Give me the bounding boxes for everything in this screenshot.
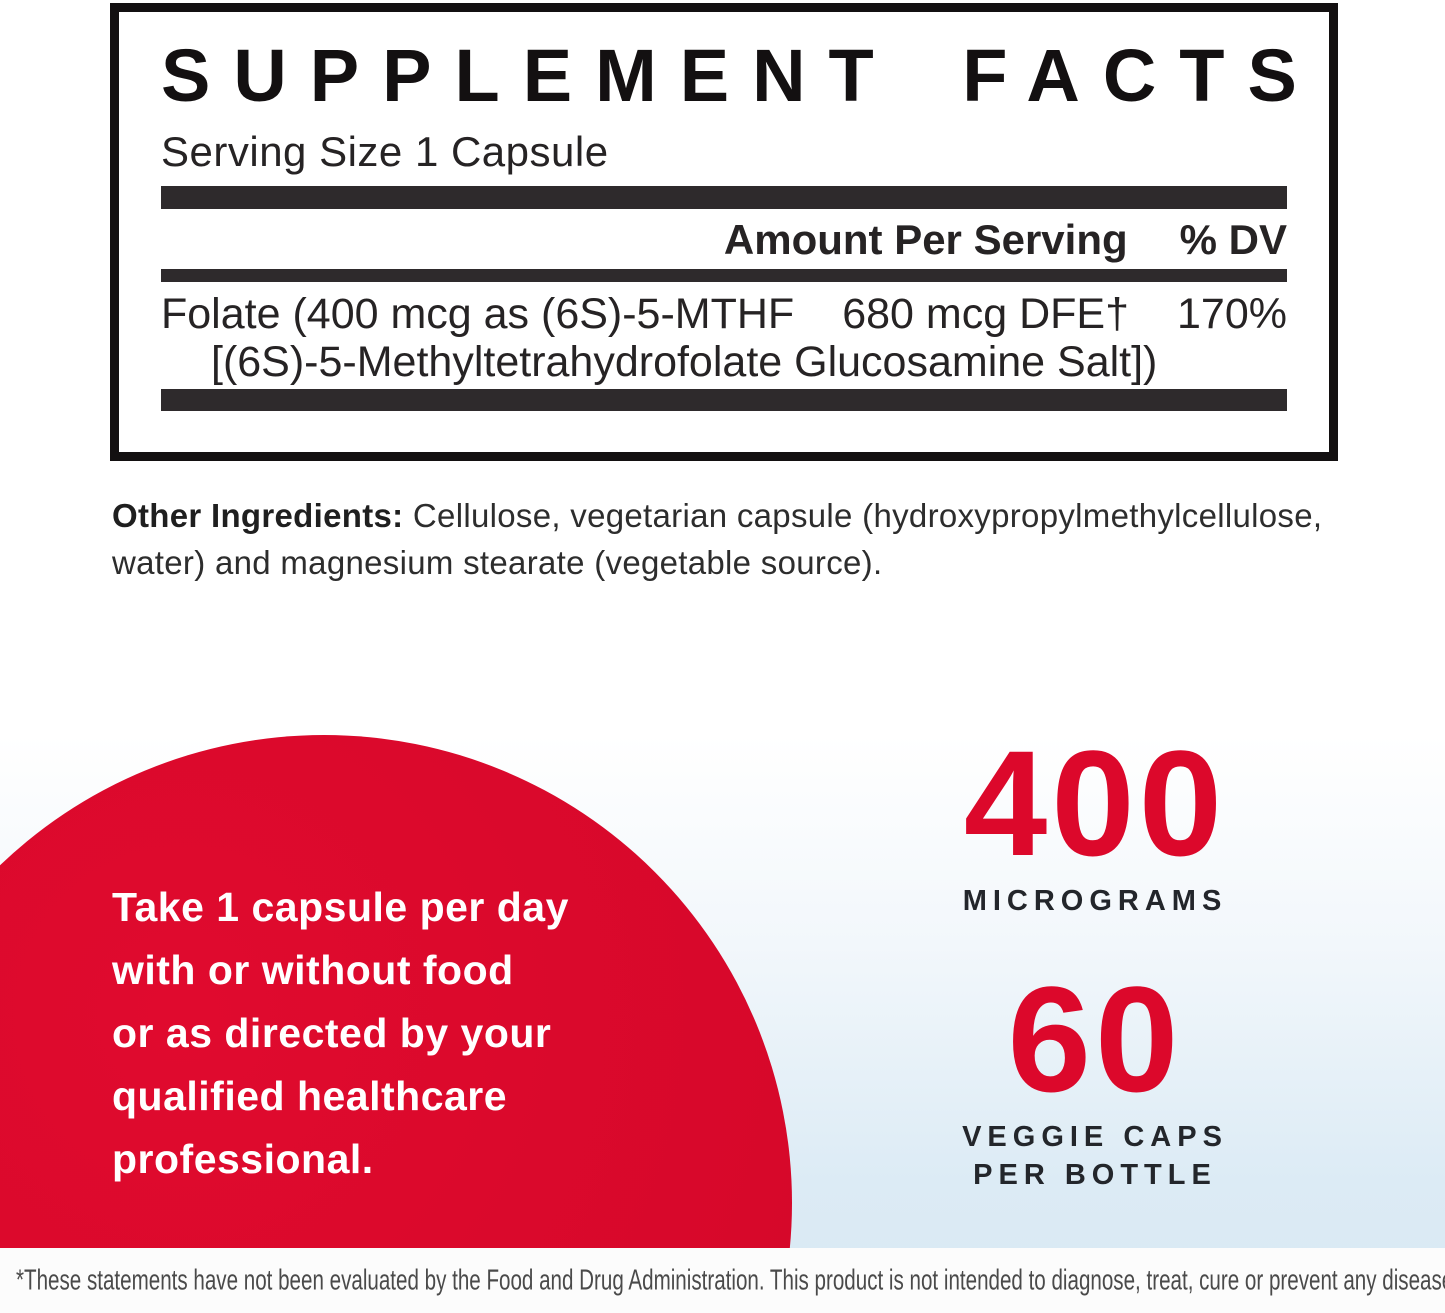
stat-count-label: VEGGIE CAPS PER BOTTLE [915,1118,1275,1194]
panel-title: SUPPLEMENT FACTS [161,34,1320,117]
stat-count-value: 60 [1007,955,1183,1123]
divider-bar-thin [161,269,1287,282]
divider-bar-thick [161,186,1287,209]
nutrient-name-continued: [(6S)-5-Methyltetrahydrofolate Glucosami… [211,338,1158,386]
supplement-facts-panel: SUPPLEMENT FACTS Serving Size 1 Capsule … [110,3,1338,461]
nutrient-row: Folate (400 mcg as (6S)-5-MTHF 680 mcg D… [161,290,1287,338]
stat-count-label-line: PER BOTTLE [973,1159,1217,1191]
serving-size: Serving Size 1 Capsule [161,128,609,175]
directions-line: with or without food [112,947,514,993]
directions-line: Take 1 capsule per day [112,884,569,930]
stat-micrograms-label: MICROGRAMS [962,885,1228,917]
footer-strip: *These statements have not been evaluate… [0,1248,1445,1313]
directions-line: or as directed by your [112,1010,552,1056]
nutrient-name: Folate (400 mcg as (6S)-5-MTHF [161,290,795,338]
nutrient-amount: 680 mcg DFE† [842,290,1129,338]
divider-bar-bottom [161,389,1287,411]
other-ingredients: Other Ingredients: Cellulose, vegetarian… [112,492,1412,586]
facts-header-row: Amount Per Serving % DV [161,218,1287,262]
nutrient-dv: 170% [1177,290,1287,338]
other-ingredients-label: Other Ingredients: [112,497,404,534]
stats-column: 400 MICROGRAMS 60 VEGGIE CAPS PER BOTTLE [915,728,1275,1194]
stat-micrograms-value: 400 [963,719,1227,887]
fda-disclaimer: *These statements have not been evaluate… [16,1264,1445,1296]
column-percent-dv: % DV [1179,216,1287,263]
column-amount-per-serving: Amount Per Serving [723,216,1128,263]
directions-text: Take 1 capsule per day with or without f… [112,876,732,1191]
directions-line: professional. [112,1136,374,1182]
other-ingredients-text: Cellulose, vegetarian capsule (hydroxypr… [112,497,1323,581]
directions-line: qualified healthcare [112,1073,508,1119]
stat-count-label-line: VEGGIE CAPS [962,1121,1228,1153]
